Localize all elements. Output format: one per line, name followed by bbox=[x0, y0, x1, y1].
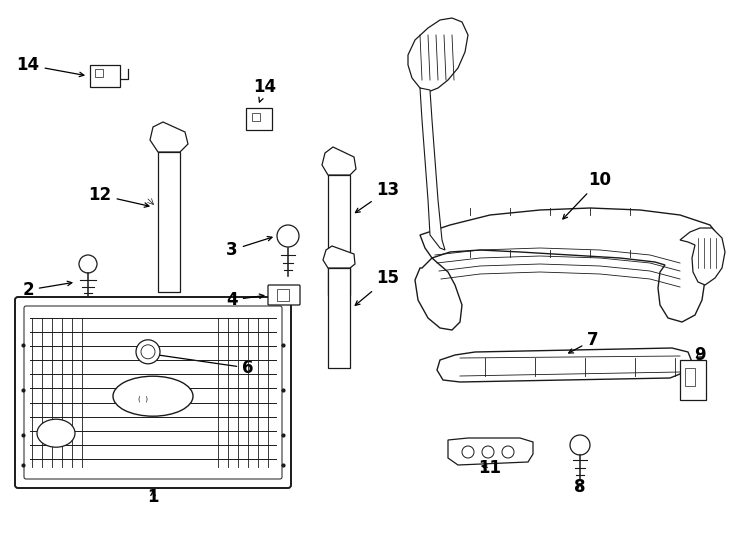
Bar bbox=[246, 108, 272, 130]
Text: 4: 4 bbox=[226, 291, 264, 309]
Bar bbox=[331, 240, 339, 248]
Text: 12: 12 bbox=[88, 186, 149, 207]
Bar bbox=[90, 65, 120, 87]
Ellipse shape bbox=[113, 376, 193, 416]
Bar bbox=[158, 152, 180, 292]
Circle shape bbox=[462, 446, 474, 458]
Text: 13: 13 bbox=[355, 181, 399, 213]
FancyBboxPatch shape bbox=[15, 297, 291, 488]
FancyBboxPatch shape bbox=[268, 285, 300, 305]
Bar bbox=[328, 175, 350, 295]
Bar bbox=[331, 298, 339, 306]
Polygon shape bbox=[322, 147, 356, 175]
Circle shape bbox=[136, 340, 160, 364]
Circle shape bbox=[79, 255, 97, 273]
Text: 1: 1 bbox=[148, 488, 159, 506]
Circle shape bbox=[482, 446, 494, 458]
Polygon shape bbox=[680, 228, 725, 285]
Circle shape bbox=[502, 446, 514, 458]
Polygon shape bbox=[437, 348, 692, 382]
Bar bbox=[161, 222, 169, 230]
Text: 8: 8 bbox=[574, 478, 586, 496]
Bar bbox=[685, 368, 695, 386]
Bar bbox=[252, 113, 260, 121]
Ellipse shape bbox=[37, 419, 75, 447]
Bar bbox=[95, 69, 103, 77]
Circle shape bbox=[141, 345, 155, 359]
Text: 10: 10 bbox=[563, 171, 611, 219]
Polygon shape bbox=[420, 88, 445, 250]
Text: 7: 7 bbox=[569, 331, 599, 353]
Bar bbox=[328, 268, 350, 368]
Text: 3: 3 bbox=[226, 237, 272, 259]
Bar bbox=[331, 210, 339, 218]
Bar bbox=[277, 289, 289, 301]
Text: (  ): ( ) bbox=[138, 396, 148, 402]
Text: 14: 14 bbox=[253, 78, 277, 102]
Bar bbox=[680, 360, 706, 400]
Bar bbox=[161, 192, 169, 200]
Polygon shape bbox=[415, 208, 720, 330]
Text: 11: 11 bbox=[479, 459, 501, 477]
Polygon shape bbox=[150, 122, 188, 152]
Text: 9: 9 bbox=[694, 346, 706, 364]
Bar bbox=[331, 325, 339, 333]
Polygon shape bbox=[408, 18, 468, 92]
Text: 15: 15 bbox=[355, 269, 399, 305]
Text: 5: 5 bbox=[46, 431, 58, 449]
Circle shape bbox=[570, 435, 590, 455]
Text: 14: 14 bbox=[16, 56, 84, 77]
Polygon shape bbox=[323, 246, 355, 268]
Circle shape bbox=[277, 225, 299, 247]
Text: 2: 2 bbox=[22, 281, 72, 299]
Text: 6: 6 bbox=[140, 351, 254, 377]
Polygon shape bbox=[448, 438, 533, 465]
